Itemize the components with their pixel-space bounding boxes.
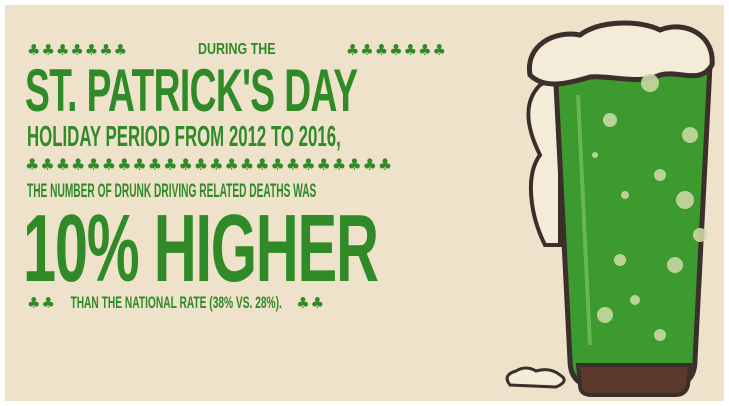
glass-highlight <box>576 94 592 346</box>
foam-spill <box>526 71 562 247</box>
glass-base <box>575 363 693 397</box>
shamrock-icon: ♣♣ <box>296 294 326 312</box>
bubbles <box>592 74 707 341</box>
beer-foam <box>527 20 715 87</box>
beer-glass-illustration <box>505 20 715 397</box>
foam-puddle <box>505 366 566 389</box>
comparison-line: ♣♣ than the national rate (38% vs. 28%).… <box>27 291 453 315</box>
statement-text: The number of drunk driving related deat… <box>27 181 317 202</box>
title-text: St. Patrick's Day <box>25 57 358 124</box>
shamrock-icon: ♣♣♣♣♣♣♣ <box>27 41 129 59</box>
headline-text: 10% Higher <box>23 195 379 302</box>
comparison-text: than the national rate (38% vs. 28%). <box>70 293 282 312</box>
period-text: Holiday period from 2012 to 2016, <box>27 121 341 153</box>
intro-text: During the <box>198 41 276 58</box>
intro-line: ♣♣♣♣♣♣♣ During the ♣♣♣♣♣♣♣ <box>27 37 447 63</box>
shamrock-divider-icon: ♣♣♣♣♣♣♣♣♣♣♣♣♣♣♣♣♣♣♣♣♣♣♣♣ <box>25 155 394 174</box>
shamrock-icon: ♣♣♣♣♣♣♣ <box>345 41 447 59</box>
infographic-canvas: ♣♣♣♣♣♣♣ During the ♣♣♣♣♣♣♣ St. Patrick's… <box>5 5 724 401</box>
shamrock-icon: ♣♣ <box>27 294 56 312</box>
